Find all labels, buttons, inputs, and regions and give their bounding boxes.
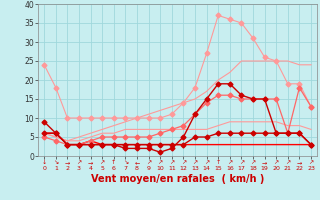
X-axis label: Vent moyen/en rafales  ( km/h ): Vent moyen/en rafales ( km/h ) xyxy=(91,174,264,184)
